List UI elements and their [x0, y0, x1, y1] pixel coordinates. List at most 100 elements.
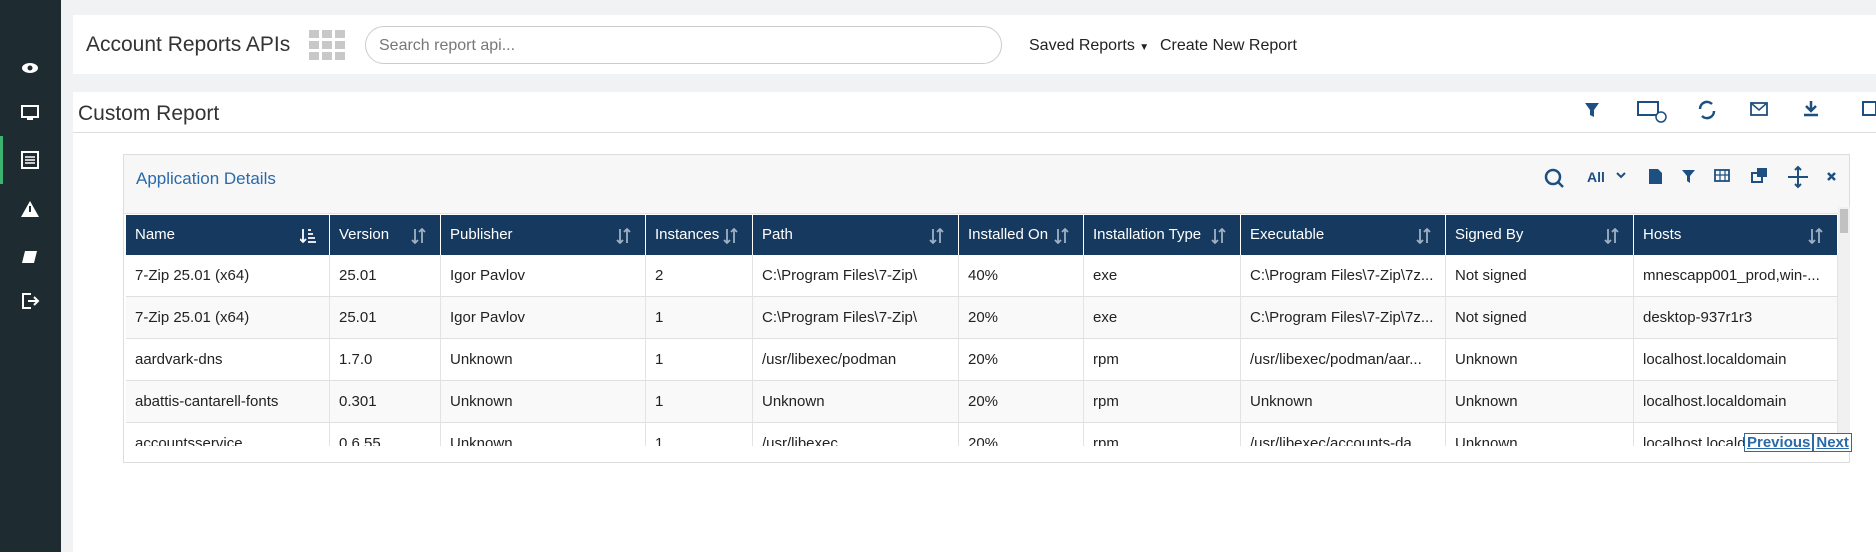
- download-icon[interactable]: [1804, 101, 1818, 115]
- table-cell: 25.01: [330, 297, 441, 339]
- table-cell: rpm: [1084, 339, 1241, 381]
- table-cell: localhost.localdomain: [1634, 381, 1838, 423]
- table-cell: Not signed: [1446, 255, 1634, 297]
- table-cell: rpm: [1084, 381, 1241, 423]
- sort-icon[interactable]: [1054, 228, 1070, 244]
- mail-icon[interactable]: [1751, 103, 1767, 115]
- table-cell: Unknown: [441, 339, 646, 381]
- column-header[interactable]: Name: [126, 215, 330, 255]
- doc-icon[interactable]: [1649, 169, 1662, 184]
- scrollbar: [1838, 207, 1850, 447]
- top-bar: Account Reports APIs Search report api..…: [73, 15, 1876, 74]
- filter-icon[interactable]: [1682, 170, 1695, 183]
- column-header[interactable]: Signed By: [1446, 215, 1634, 255]
- table-row: 7-Zip 25.01 (x64)25.01Igor Pavlov1C:\Pro…: [126, 297, 1838, 339]
- icon-eye[interactable]: [19, 57, 41, 79]
- table-cell: Unknown: [753, 381, 959, 423]
- table-cell: /usr/libexec: [753, 423, 959, 446]
- table-icon[interactable]: [1715, 170, 1729, 181]
- table-cell: /usr/libexec/podman/aar...: [1241, 339, 1446, 381]
- column-header[interactable]: Publisher: [441, 215, 646, 255]
- search-box[interactable]: Search report api...: [365, 26, 1002, 64]
- dropdown-caret[interactable]: [1617, 173, 1625, 177]
- column-header[interactable]: Version: [330, 215, 441, 255]
- table-cell: 20%: [959, 339, 1084, 381]
- table-cell: Unknown: [441, 423, 646, 446]
- table-cell: 20%: [959, 297, 1084, 339]
- search-icon[interactable]: [1546, 170, 1563, 187]
- icon-book[interactable]: [19, 246, 41, 268]
- column-header[interactable]: Path: [753, 215, 959, 255]
- report-toolbar: [73, 92, 1876, 132]
- sort-icon[interactable]: [1211, 228, 1227, 244]
- icon-monitor[interactable]: [19, 102, 41, 124]
- data-table: NameVersionPublisherInstancesPathInstall…: [126, 215, 1838, 446]
- filter-icon[interactable]: [1585, 103, 1599, 117]
- previous-link[interactable]: Previous: [1744, 433, 1813, 452]
- table-row: 7-Zip 25.01 (x64)25.01Igor Pavlov2C:\Pro…: [126, 255, 1838, 297]
- move-icon[interactable]: [1788, 167, 1808, 187]
- table-cell: localhost.localdomain: [1634, 339, 1838, 381]
- table-cell: 7-Zip 25.01 (x64): [126, 255, 330, 297]
- icon-alert[interactable]: [19, 198, 41, 220]
- save-icon[interactable]: [1863, 102, 1876, 115]
- table-cell: Unknown: [441, 381, 646, 423]
- table-cell: 1: [646, 423, 753, 446]
- table-cell: 0.6.55: [330, 423, 441, 446]
- table-cell: Unknown: [1241, 381, 1446, 423]
- table-cell: 0.301: [330, 381, 441, 423]
- filter-select[interactable]: All: [1587, 169, 1605, 185]
- pagination: PreviousNext: [1744, 434, 1852, 452]
- table-cell: Unknown: [1446, 339, 1634, 381]
- panel-header: Application Details All: [124, 155, 1849, 214]
- sort-icon[interactable]: [300, 228, 316, 244]
- table-cell: desktop-937r1r3: [1634, 297, 1838, 339]
- menu-item[interactable]: Saved Reports ▼: [1029, 37, 1149, 55]
- app-title: Account Reports APIs: [86, 33, 290, 57]
- table-cell: aardvark-dns: [126, 339, 330, 381]
- sort-icon[interactable]: [411, 228, 427, 244]
- table-cell: exe: [1084, 297, 1241, 339]
- sort-icon[interactable]: [1416, 228, 1432, 244]
- windows-icon[interactable]: [1752, 168, 1767, 182]
- sort-icon[interactable]: [1808, 228, 1824, 244]
- table-cell: 1: [646, 297, 753, 339]
- grid-icon[interactable]: [309, 30, 345, 60]
- table-cell: 1: [646, 339, 753, 381]
- menu-label: Saved Reports: [1029, 37, 1135, 54]
- table-cell: C:\Program Files\7-Zip\: [753, 255, 959, 297]
- sort-icon[interactable]: [616, 228, 632, 244]
- search-placeholder: Search report api...: [379, 37, 515, 55]
- sort-icon[interactable]: [723, 228, 739, 244]
- column-header[interactable]: Executable: [1241, 215, 1446, 255]
- table-cell: 40%: [959, 255, 1084, 297]
- table-row: aardvark-dns1.7.0Unknown1/usr/libexec/po…: [126, 339, 1838, 381]
- refresh-icon[interactable]: [1700, 102, 1714, 118]
- table-cell: 20%: [959, 423, 1084, 446]
- sidebar: [0, 0, 61, 552]
- menu-item[interactable]: Create New Report: [1160, 37, 1297, 55]
- table-cell: C:\Program Files\7-Zip\7z...: [1241, 297, 1446, 339]
- close-icon[interactable]: [1828, 173, 1835, 180]
- next-link[interactable]: Next: [1813, 433, 1852, 452]
- table-cell: accountsservice: [126, 423, 330, 446]
- column-header[interactable]: Installation Type: [1084, 215, 1241, 255]
- column-header[interactable]: Installed On: [959, 215, 1084, 255]
- icon-report[interactable]: [19, 149, 41, 171]
- table-cell: 20%: [959, 381, 1084, 423]
- table-cell: mnescapp001_prod,win-...: [1634, 255, 1838, 297]
- table-cell: Igor Pavlov: [441, 255, 646, 297]
- icon-logout[interactable]: [19, 290, 41, 312]
- header-row: NameVersionPublisherInstancesPathInstall…: [126, 215, 1838, 255]
- table-cell: 25.01: [330, 255, 441, 297]
- column-header[interactable]: Instances: [646, 215, 753, 255]
- sort-icon[interactable]: [929, 228, 945, 244]
- monitor-icon[interactable]: [1638, 102, 1666, 122]
- table-cell: C:\Program Files\7-Zip\7z...: [1241, 255, 1446, 297]
- table-cell: abattis-cantarell-fonts: [126, 381, 330, 423]
- table-cell: 2: [646, 255, 753, 297]
- column-header[interactable]: Hosts: [1634, 215, 1838, 255]
- table-cell: Not signed: [1446, 297, 1634, 339]
- sort-icon[interactable]: [1604, 228, 1620, 244]
